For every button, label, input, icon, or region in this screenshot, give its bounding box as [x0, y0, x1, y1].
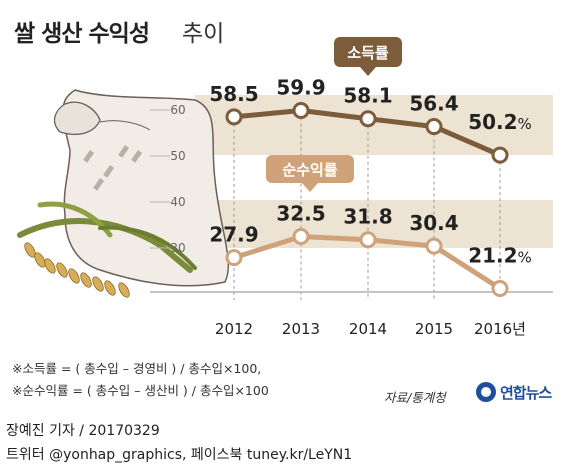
y-tick-label: 50	[170, 149, 185, 163]
x-tick-label: 2015	[415, 320, 453, 338]
x-tick-label: 2012	[215, 320, 253, 338]
x-tick-label: 2014	[349, 320, 387, 338]
legend-callout-income: 소득률	[334, 37, 402, 76]
point-income	[491, 146, 509, 164]
band-upper	[195, 95, 553, 155]
data-label-income: 58.5	[209, 82, 258, 106]
data-label-income: 56.4	[409, 92, 458, 116]
data-label-net: 27.9	[209, 223, 258, 247]
note-net-formula: ※순수익률 = ( 총수입 – 생산비 ) / 총수입×100	[12, 383, 269, 398]
data-label-income: 58.1	[343, 84, 392, 108]
data-label-net: 32.5	[276, 202, 325, 226]
point-net	[292, 228, 310, 245]
data-label-income: 59.9	[276, 75, 325, 99]
data-label-net: 21.2%	[468, 243, 532, 267]
y-tick-label: 30	[170, 241, 185, 255]
data-label-net: 30.4	[409, 211, 458, 235]
yonhap-logo-text: 연합뉴스	[500, 384, 552, 402]
y-tick-label: 60	[170, 103, 185, 117]
chart-subtitle: 추이	[182, 21, 225, 47]
data-label-net: 31.8	[343, 205, 392, 229]
legend-label-income: 소득률	[347, 44, 389, 62]
source-text: 자료/통계청	[384, 390, 446, 405]
unit-label: %	[518, 248, 532, 266]
point-net	[225, 249, 243, 267]
social-credits: 트위터 @yonhap_graphics, 페이스북 tuney.kr/LeYN…	[6, 447, 353, 463]
byline: 장예진 기자 / 20170329	[6, 423, 160, 439]
chart-title: 쌀 생산 수익성	[14, 21, 150, 47]
point-income	[359, 110, 377, 128]
x-tick-label: 2013	[282, 320, 320, 338]
legend-label-net: 순수익률	[282, 161, 337, 179]
point-net	[425, 237, 443, 255]
point-income	[292, 101, 310, 119]
x-tick-label: 2016년	[474, 320, 526, 338]
point-net	[491, 279, 509, 297]
point-income	[425, 118, 443, 136]
point-net	[359, 231, 377, 249]
legend-callout-net: 순수익률	[266, 155, 354, 192]
point-income	[225, 108, 243, 126]
rice-sack-illustration	[17, 89, 230, 298]
unit-label: %	[518, 115, 532, 133]
y-tick-label: 40	[170, 195, 185, 209]
yonhap-logo-icon	[476, 382, 496, 402]
chart-panel: 쌀 생산 수익성 추이	[12, 21, 571, 405]
yonhap-logo: 연합뉴스	[476, 380, 571, 404]
note-income-formula: ※소득률 = ( 총수입 – 경영비 ) / 총수입×100,	[12, 361, 262, 376]
